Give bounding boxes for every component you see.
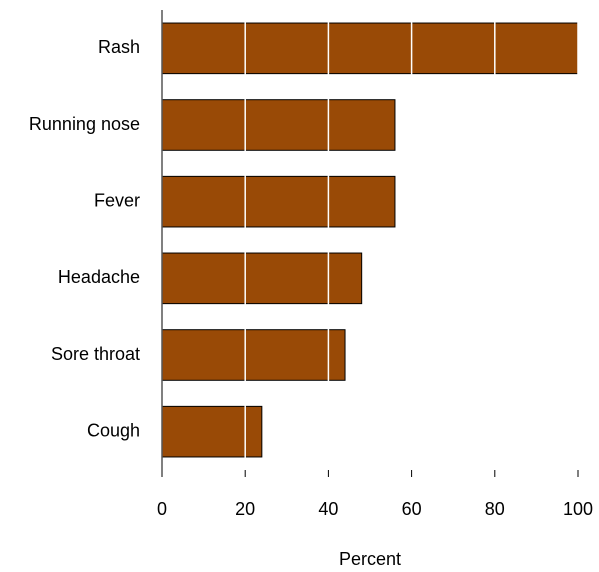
y-tick-label: Rash xyxy=(98,37,140,57)
y-tick-label: Cough xyxy=(87,420,140,440)
x-tick-label: 0 xyxy=(157,499,167,519)
bar xyxy=(161,22,579,75)
x-tick-label: 40 xyxy=(318,499,338,519)
y-tick-label: Fever xyxy=(94,190,140,210)
y-tick-label: Sore throat xyxy=(51,344,140,364)
bar xyxy=(161,175,396,228)
x-tick-label: 20 xyxy=(235,499,255,519)
x-tick-label: 60 xyxy=(402,499,422,519)
y-tick-label: Running nose xyxy=(29,114,140,134)
y-tick-label: Headache xyxy=(58,267,140,287)
x-tick-label: 100 xyxy=(563,499,593,519)
bar xyxy=(161,405,263,458)
x-tick-label: 80 xyxy=(485,499,505,519)
bar xyxy=(161,329,346,381)
bar xyxy=(161,252,363,305)
bar xyxy=(161,99,396,151)
x-axis-title: Percent xyxy=(339,549,401,569)
